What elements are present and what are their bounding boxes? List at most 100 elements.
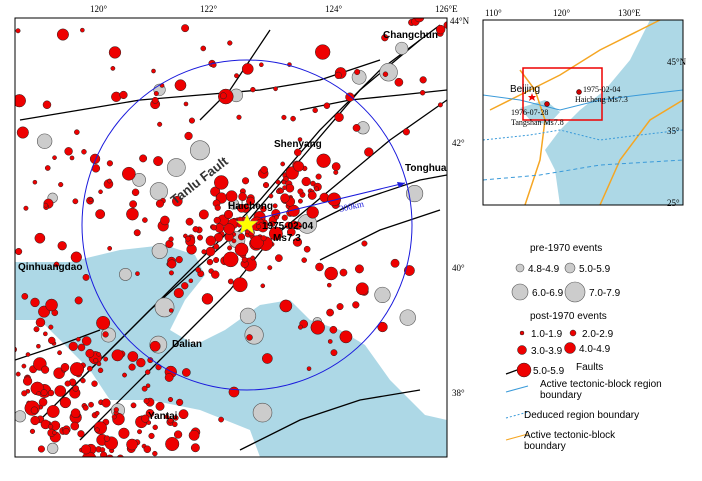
post-event [64, 147, 73, 156]
post-event [297, 188, 304, 195]
post-event [110, 66, 116, 71]
post-event [69, 155, 75, 161]
post-event [151, 68, 156, 74]
post-event [126, 438, 138, 451]
post-event [107, 245, 113, 251]
post-event [213, 243, 220, 250]
post-event [74, 129, 80, 135]
post-event [349, 7, 355, 13]
post-event [222, 251, 239, 268]
post-event [3, 427, 7, 431]
inset-lat: 35° [667, 126, 680, 136]
post-event [218, 416, 224, 423]
post-event [214, 204, 221, 211]
pre-event [252, 402, 273, 423]
post-event [272, 203, 278, 209]
post-event [419, 90, 426, 96]
post-event [245, 229, 250, 235]
post-event [175, 256, 183, 264]
legend-title: post-1970 events [530, 311, 607, 322]
post-event [307, 191, 317, 200]
post-event [164, 414, 170, 420]
post-event [47, 389, 55, 397]
legend-item: 7.0-7.9 [589, 288, 621, 299]
post-event [173, 415, 179, 421]
post-event [394, 77, 404, 87]
post-event [89, 153, 101, 165]
post-event [174, 79, 187, 92]
legend-item: 4.8-4.9 [528, 264, 560, 275]
post-event [100, 451, 108, 457]
pre-event [406, 185, 424, 203]
inset-lon: 110° [485, 8, 502, 18]
post-event [327, 282, 332, 288]
post-event [86, 469, 92, 475]
post-event [69, 362, 85, 377]
inset-label: Haicheng Ms7.3 [575, 95, 628, 104]
post-event [127, 351, 139, 362]
post-event [168, 236, 174, 242]
post-event [281, 214, 288, 221]
post-event [234, 73, 240, 79]
post-event [128, 363, 136, 371]
post-event [153, 91, 159, 97]
lon-label: 126°E [435, 4, 458, 14]
pre-event [167, 158, 186, 177]
post-event [381, 34, 389, 42]
post-event [46, 405, 60, 418]
epicenter-star [235, 213, 259, 235]
post-event [225, 190, 238, 203]
post-event [5, 222, 10, 227]
post-event [261, 353, 273, 364]
post-event [64, 380, 71, 387]
post-event [38, 397, 48, 407]
map-frame [14, 17, 448, 458]
post-event [241, 256, 248, 263]
post-event [402, 128, 410, 136]
post-event [237, 203, 246, 213]
inset-lon: 130°E [618, 8, 641, 18]
pre-event [239, 307, 257, 325]
post-event [172, 421, 178, 428]
post-event [236, 114, 242, 120]
post-event [483, 253, 487, 257]
post-event [278, 188, 284, 194]
post-event [201, 249, 207, 255]
post-event [41, 365, 50, 374]
lat-label: 42° [452, 138, 465, 148]
post-event [178, 409, 189, 420]
post-event [122, 372, 127, 378]
post-event [145, 409, 155, 418]
place: Yantai [148, 411, 178, 422]
post-event [201, 293, 214, 305]
post-event [269, 221, 276, 227]
post-event [36, 343, 41, 349]
post-event [155, 401, 165, 411]
post-event [167, 259, 177, 269]
post-event [143, 445, 152, 454]
post-event [352, 124, 361, 132]
post-event [29, 428, 36, 434]
post-event [103, 356, 109, 362]
post-event [54, 385, 67, 397]
post-event [184, 131, 193, 141]
post-event [21, 363, 27, 369]
post-event [228, 386, 240, 398]
post-event [82, 404, 89, 411]
post-event [96, 361, 102, 367]
post-event [293, 148, 302, 157]
post-event [135, 271, 140, 276]
post-event [72, 385, 79, 392]
post-event [214, 175, 229, 190]
post-event [52, 155, 57, 161]
post-event [122, 166, 136, 181]
inset-label: Tangshan Ms7.8 [511, 118, 564, 127]
post-event [355, 282, 369, 296]
pre-event [374, 286, 391, 304]
pre-event [379, 62, 398, 82]
post-event [2, 314, 11, 323]
legend-symbol [569, 329, 577, 337]
post-event [152, 450, 158, 457]
post-event [80, 377, 86, 384]
